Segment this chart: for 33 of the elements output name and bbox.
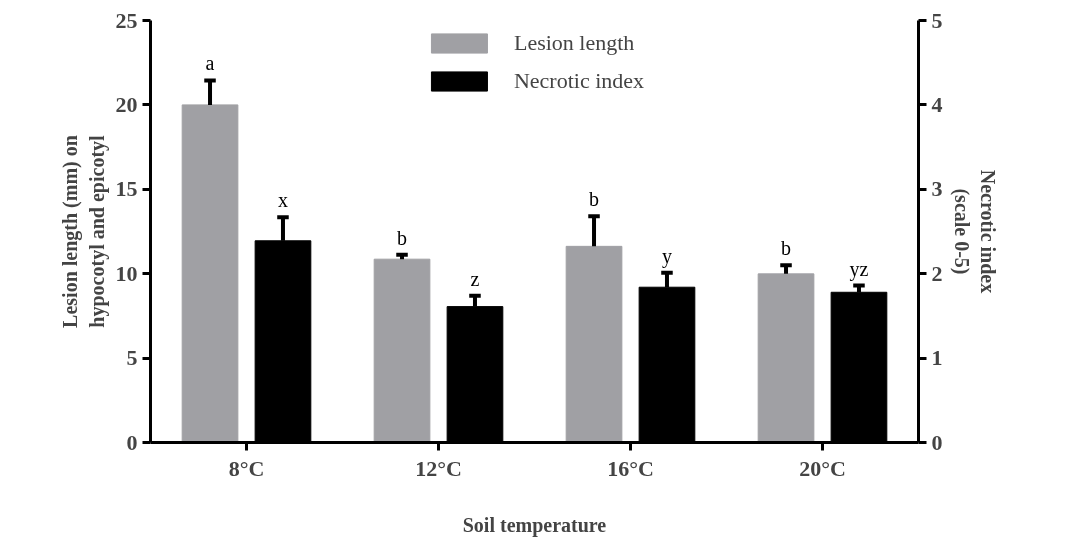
legend-label: Lesion length <box>513 30 635 56</box>
y2-tick-label: 1 <box>931 345 943 371</box>
bar <box>565 245 623 443</box>
y2-axis-title: Necrotic index (scale 0-5) <box>949 169 999 294</box>
legend-label: Necrotic index <box>513 68 645 94</box>
y2-tick-label: 5 <box>931 7 943 33</box>
bar <box>181 104 239 443</box>
y2-tick-label: 3 <box>931 176 943 202</box>
annotation: b <box>589 188 600 211</box>
x-tick-label: 8°C <box>228 455 265 481</box>
y-tick-label: 25 <box>115 7 138 33</box>
y-tick-label: 10 <box>115 260 138 286</box>
y2-tick-label: 0 <box>931 429 943 455</box>
x-axis-title: Soil temperature <box>462 513 607 537</box>
annotation: y <box>661 244 672 268</box>
annotation: b <box>781 237 792 260</box>
y-tick-label: 5 <box>126 345 138 371</box>
annotation: x <box>277 189 288 212</box>
annotation: z <box>470 267 480 290</box>
annotation: yz <box>849 257 869 281</box>
y2-tick-label: 4 <box>931 91 943 117</box>
y-tick-label: 0 <box>126 429 138 455</box>
y-axis-title: Lesion length (mm) on hypocotyl and epicotyl <box>59 134 109 328</box>
y2-tick-label: 2 <box>931 260 943 286</box>
x-tick-label: 20°C <box>799 455 846 481</box>
bar <box>757 273 815 443</box>
x-tick-label: 16°C <box>607 455 654 481</box>
y-tick-label: 15 <box>115 176 138 202</box>
bar <box>373 258 431 443</box>
annotation: a <box>205 52 215 75</box>
annotation: b <box>397 226 408 249</box>
y-tick-label: 20 <box>115 91 138 117</box>
x-tick-label: 12°C <box>415 455 462 481</box>
